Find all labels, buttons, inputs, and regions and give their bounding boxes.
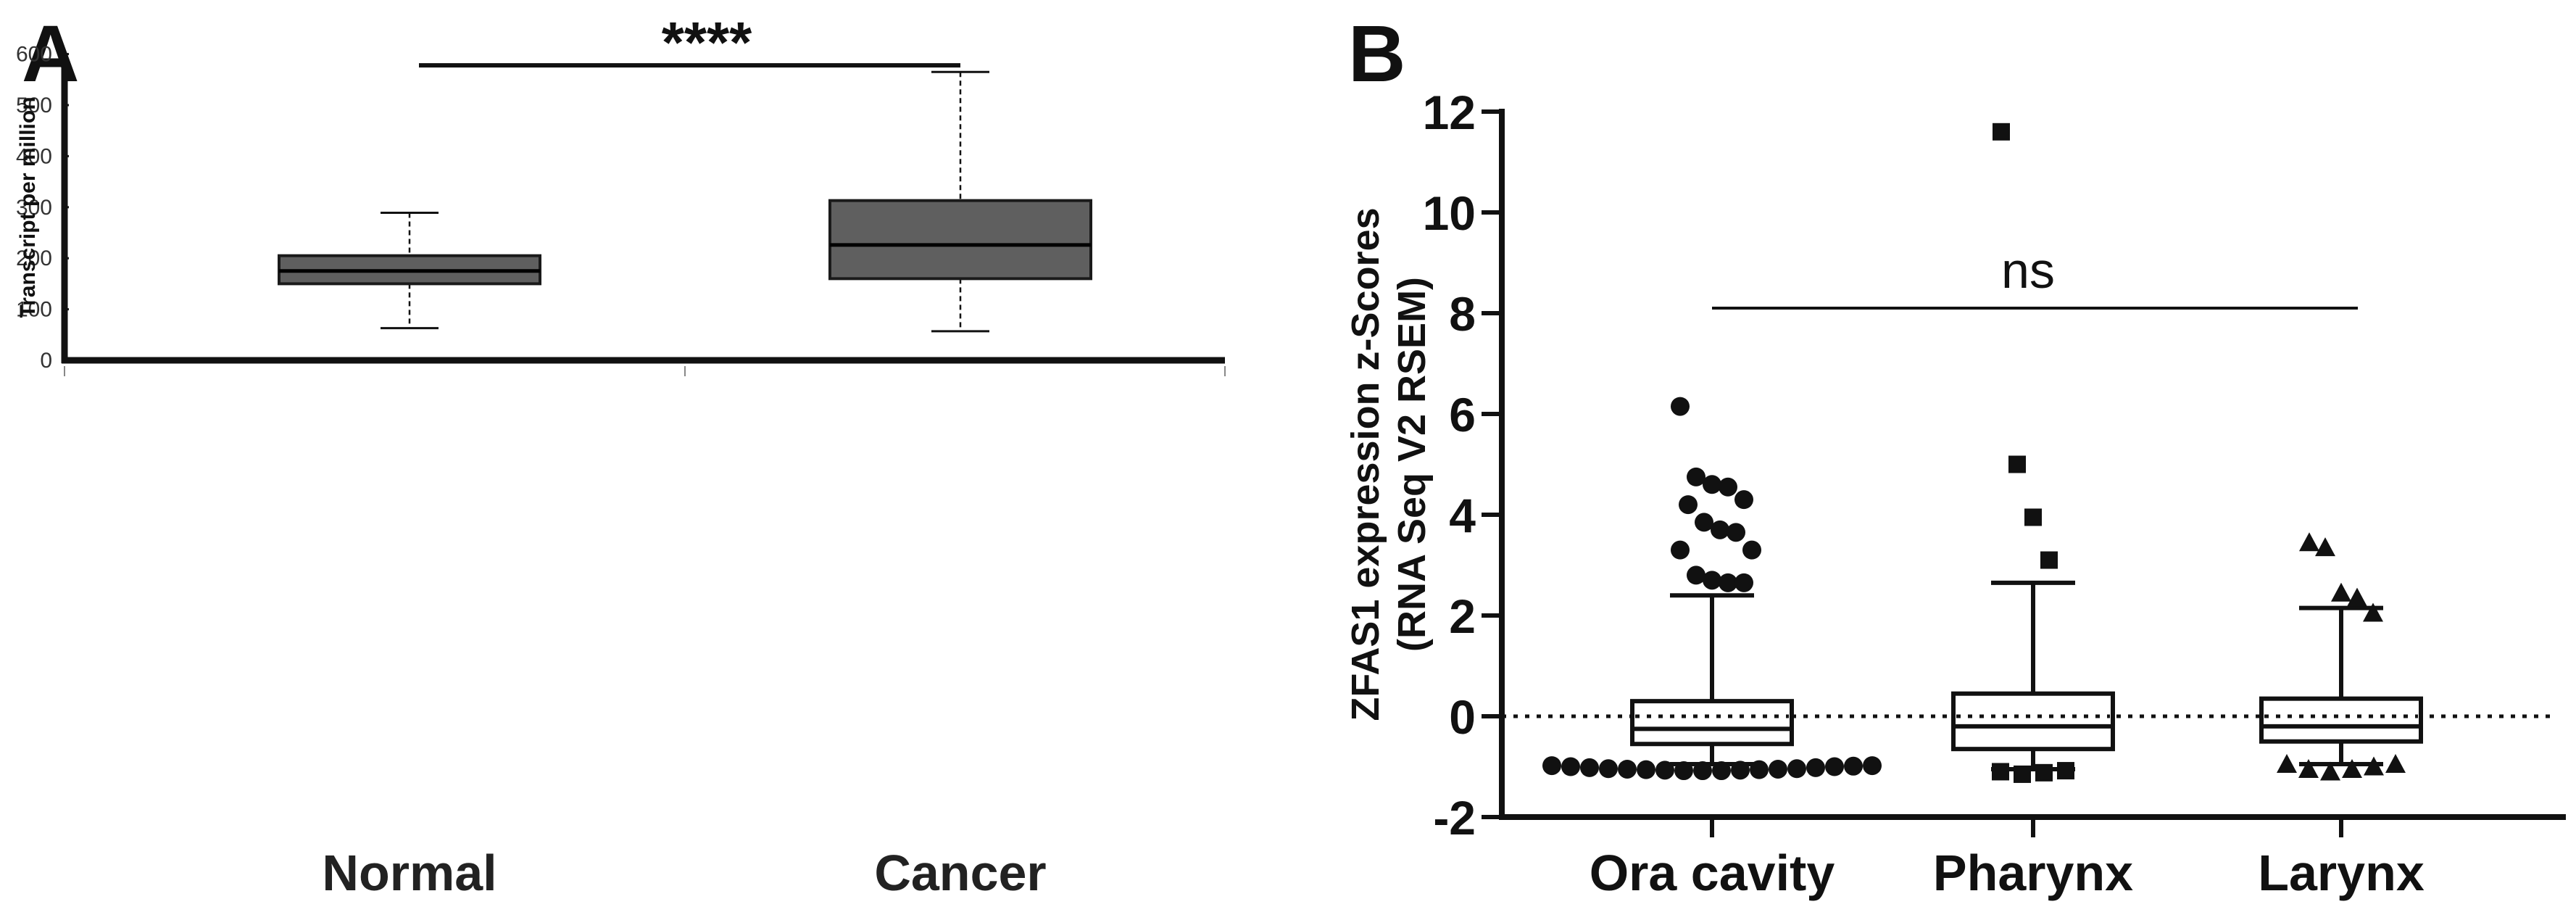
outlier-point [1993, 123, 2010, 141]
outlier-point [1679, 495, 1698, 515]
low-outlier-point [1655, 761, 1674, 780]
low-outlier-point [1542, 756, 1561, 776]
low-outlier-point [1599, 759, 1618, 779]
low-outlier-point [2385, 754, 2406, 774]
low-outlier-point [1787, 759, 1806, 779]
low-outlier-point [1712, 761, 1731, 781]
low-outlier-point [1750, 760, 1769, 779]
low-outlier-point [1731, 761, 1750, 780]
outlier-point [2315, 537, 2335, 557]
panel-a: A 0 100 200 300 400 500 600 Transcript per mill… [16, 9, 1226, 901]
y-tick-label: 600 [16, 43, 52, 67]
box-cancer [828, 199, 1092, 281]
low-outlier-point [2342, 758, 2362, 778]
y-tick-label: 300 [16, 196, 52, 220]
y-tick-label: 8 [1449, 287, 1476, 341]
outlier-point [1719, 573, 1737, 592]
box-larynx [2259, 696, 2423, 744]
outlier-point [2299, 532, 2319, 552]
low-outlier-point [2298, 758, 2319, 778]
low-outlier-point [1674, 761, 1693, 781]
outlier-point [2024, 508, 2042, 526]
low-outlier-point [1637, 760, 1655, 779]
low-outlier-point [1806, 758, 1825, 777]
outlier-point [1711, 520, 1729, 539]
outlier-point [1671, 540, 1690, 560]
y-tick-label: 400 [16, 144, 52, 168]
outlier-point [2008, 455, 2026, 473]
y-axis-title-line-1: ZFAS1 expression z-Scores [1344, 207, 1387, 721]
box-ora-cavity [1630, 699, 1794, 747]
x-category-label: Normal [322, 845, 496, 901]
low-outlier-point [1992, 763, 2009, 781]
outlier-point [1742, 540, 1761, 560]
outlier-point [1703, 475, 1721, 494]
y-tick-label: 0 [1449, 690, 1476, 744]
low-outlier-point [2014, 765, 2031, 783]
box-pharynx [1951, 691, 2115, 752]
y-axis-title-line-2: (RNA Seq V2 RSEM) [1390, 277, 1434, 652]
outlier-point [1734, 573, 1753, 592]
low-outlier-point [1618, 759, 1637, 779]
outlier-point [2040, 551, 2058, 569]
outlier-point [2331, 582, 2351, 602]
panel-a-label: A [22, 9, 79, 99]
low-outlier-point [1769, 759, 1787, 779]
low-outlier-point [2035, 763, 2053, 782]
low-outlier-point [1863, 756, 1882, 776]
low-outlier-point [1580, 758, 1599, 777]
outlier-point [1687, 467, 1705, 486]
low-outlier-point [2364, 756, 2384, 776]
significance-label: ns [2001, 242, 2055, 299]
y-tick-label: 2 [1449, 589, 1476, 643]
y-tick-label: -2 [1433, 791, 1476, 845]
x-category-label: Ora cavity [1590, 845, 1835, 901]
y-tick-label: 6 [1449, 388, 1476, 442]
x-category-label: Pharynx [1933, 845, 2133, 901]
x-category-label: Larynx [2258, 845, 2425, 901]
low-outlier-point [1825, 757, 1844, 776]
outlier-point [1727, 523, 1745, 542]
low-outlier-point [1561, 757, 1580, 776]
x-category-label: Cancer [874, 845, 1046, 901]
outlier-point [1734, 490, 1753, 510]
chart-b-plot: -2 0 2 4 6 8 10 12 ZFAS1 expression z-Scores (RNA… [1344, 86, 2566, 901]
outlier-point [1687, 565, 1705, 585]
low-outlier-point [2277, 754, 2297, 774]
y-tick-label: 200 [16, 246, 52, 270]
low-outlier-point [1693, 761, 1712, 781]
low-outlier-point [1844, 756, 1863, 776]
significance-label: **** [662, 10, 752, 75]
outlier-point [1719, 477, 1737, 497]
y-axis-title: Transcript per million [16, 96, 40, 318]
outlier-point [1695, 513, 1713, 532]
outlier-point [1703, 571, 1721, 590]
outlier-point [2347, 587, 2367, 607]
y-tick-label: 12 [1423, 86, 1476, 139]
y-tick-label: 0 [40, 349, 52, 373]
panel-b-label: B [1348, 9, 1405, 99]
low-outlier-point [2320, 761, 2340, 781]
chart-a-plot: 0 100 200 300 400 500 600 Transcript per millio… [16, 10, 1226, 901]
outlier-point [1671, 397, 1690, 416]
y-tick-label: 500 [16, 94, 52, 117]
y-tick-label: 10 [1423, 186, 1476, 240]
y-tick-label: 100 [16, 298, 52, 322]
low-outlier-point [2057, 762, 2074, 780]
y-tick-label: 4 [1449, 489, 1476, 542]
panel-b: B -2 0 2 4 6 8 10 12 ZFAS1 expression z-Scores (R… [1344, 9, 2566, 901]
outlier-point [2363, 602, 2383, 622]
